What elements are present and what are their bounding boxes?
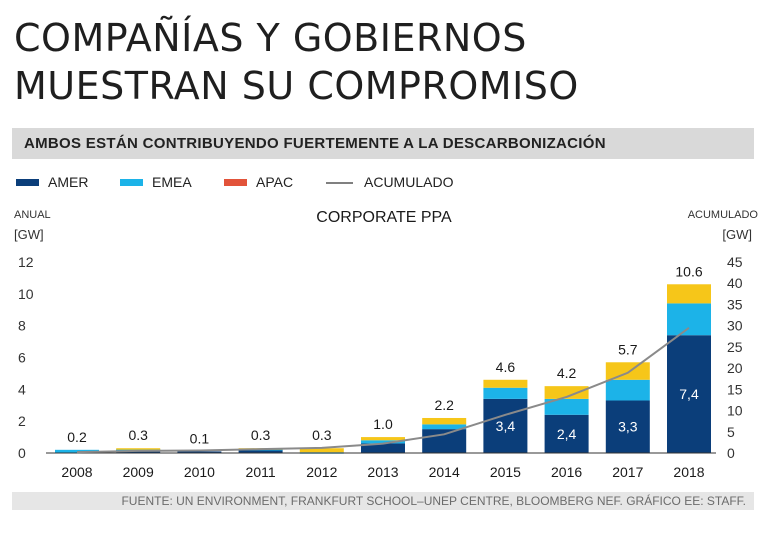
bar-emea: [605, 379, 650, 401]
subtitle: AMBOS ESTÁN CONTRIBUYENDO FUERTEMENTE A …: [24, 135, 606, 152]
bar-emea: [361, 440, 405, 444]
right-tick-label: 40: [727, 275, 743, 291]
bar-amer: [605, 400, 650, 453]
bar-total-label: 10.6: [675, 263, 702, 279]
bar-remainder: [544, 386, 589, 399]
left-tick-label: 8: [18, 318, 26, 334]
right-tick-label: 0: [727, 445, 735, 461]
bar-remainder: [605, 362, 650, 380]
bar-amer: [238, 449, 283, 453]
x-tick-label: 2013: [367, 464, 398, 480]
bar-emea: [483, 387, 528, 399]
right-axis-title-line-1: ACUMULADO: [688, 209, 759, 221]
right-tick-label: 15: [727, 381, 743, 397]
right-tick-label: 30: [727, 318, 743, 334]
bar-amer: [544, 414, 589, 453]
bar-total-label: 0.3: [128, 427, 148, 443]
right-tick-label: 45: [727, 254, 743, 270]
bar-amer: [177, 451, 222, 453]
title-line-2: MUESTRAN SU COMPROMISO: [14, 64, 579, 108]
x-tick-label: 2012: [306, 464, 337, 480]
bar-amer-label: 3,4: [496, 418, 516, 434]
right-tick-label: 10: [727, 403, 743, 419]
x-tick-label: 2009: [123, 464, 154, 480]
left-tick-label: 0: [18, 445, 26, 461]
bar-total-label: 0.3: [251, 427, 271, 443]
left-axis-title-line-1: ANUAL: [14, 209, 51, 221]
left-tick-label: 10: [18, 286, 34, 302]
x-tick-label: 2011: [246, 464, 276, 480]
title-line-1: COMPAÑÍAS Y GOBIERNOS: [14, 16, 527, 60]
bar-amer: [422, 429, 467, 453]
bar-amer: [483, 398, 528, 453]
left-tick-label: 4: [18, 381, 26, 397]
bar-total-label: 4.6: [496, 359, 516, 375]
bar-emea: [116, 449, 161, 451]
x-tick-label: 2018: [673, 464, 704, 480]
left-tick-label: 2: [18, 413, 26, 429]
legend-label-apac: APAC: [256, 174, 294, 190]
legend-label-amer: AMER: [48, 174, 89, 190]
chart-title: CORPORATE PPA: [316, 209, 452, 226]
source-text: FUENTE: UN ENVIRONMENT, FRANKFURT SCHOOL…: [121, 494, 746, 508]
x-tick-label: 2016: [551, 464, 582, 480]
right-tick-label: 5: [727, 424, 735, 440]
x-tick-label: 2008: [61, 464, 92, 480]
bar-remainder: [361, 437, 405, 441]
bar-amer-label: 3,3: [618, 419, 638, 435]
x-tick-label: 2010: [184, 464, 215, 480]
source-footer: FUENTE: UN ENVIRONMENT, FRANKFURT SCHOOL…: [12, 492, 754, 510]
right-tick-label: 20: [727, 360, 743, 376]
bar-remainder: [299, 448, 344, 453]
bar-total-label: 2.2: [434, 397, 454, 413]
x-tick-label: 2015: [490, 464, 521, 480]
bar-amer-label: 2,4: [557, 426, 577, 442]
x-tick-label: 2017: [612, 464, 643, 480]
bar-total-label: 5.7: [618, 341, 638, 357]
bar-remainder: [667, 284, 711, 304]
legend-label-emea: EMEA: [152, 174, 192, 190]
subtitle-band: AMBOS ESTÁN CONTRIBUYENDO FUERTEMENTE A …: [12, 128, 754, 159]
page-title: COMPAÑÍAS Y GOBIERNOS MUESTRAN SU COMPRO…: [14, 14, 754, 110]
bar-total-label: 4.2: [557, 365, 577, 381]
bar-emea: [422, 424, 467, 430]
bar-amer: [667, 335, 711, 453]
right-tick-label: 35: [727, 296, 743, 312]
bar-amer-label: 7,4: [679, 386, 699, 402]
bar-remainder: [116, 448, 161, 450]
bar-remainder: [422, 417, 467, 425]
right-tick-label: 25: [727, 339, 743, 355]
bar-emea: [667, 303, 711, 336]
legend-label-acumulado: ACUMULADO: [364, 174, 454, 190]
bar-total-label: 0.1: [190, 430, 210, 446]
bar-amer: [361, 443, 405, 453]
bar-total-label: 0.2: [67, 429, 87, 445]
cumulative-line: [76, 326, 690, 454]
bar-remainder: [483, 379, 528, 388]
emea-swatch: [120, 179, 143, 186]
right-axis-title-line-2: [GW]: [722, 227, 752, 242]
bar-total-label: 0.3: [312, 427, 332, 443]
left-axis-title-line-2: [GW]: [14, 227, 44, 242]
left-tick-label: 12: [18, 254, 34, 270]
left-tick-label: 6: [18, 350, 26, 366]
bar-total-label: 1.0: [373, 416, 393, 432]
x-tick-label: 2014: [429, 464, 460, 480]
bar-emea: [544, 398, 589, 415]
amer-swatch: [16, 179, 39, 186]
acumulado-line-swatch: [326, 182, 353, 184]
apac-swatch: [224, 179, 247, 186]
